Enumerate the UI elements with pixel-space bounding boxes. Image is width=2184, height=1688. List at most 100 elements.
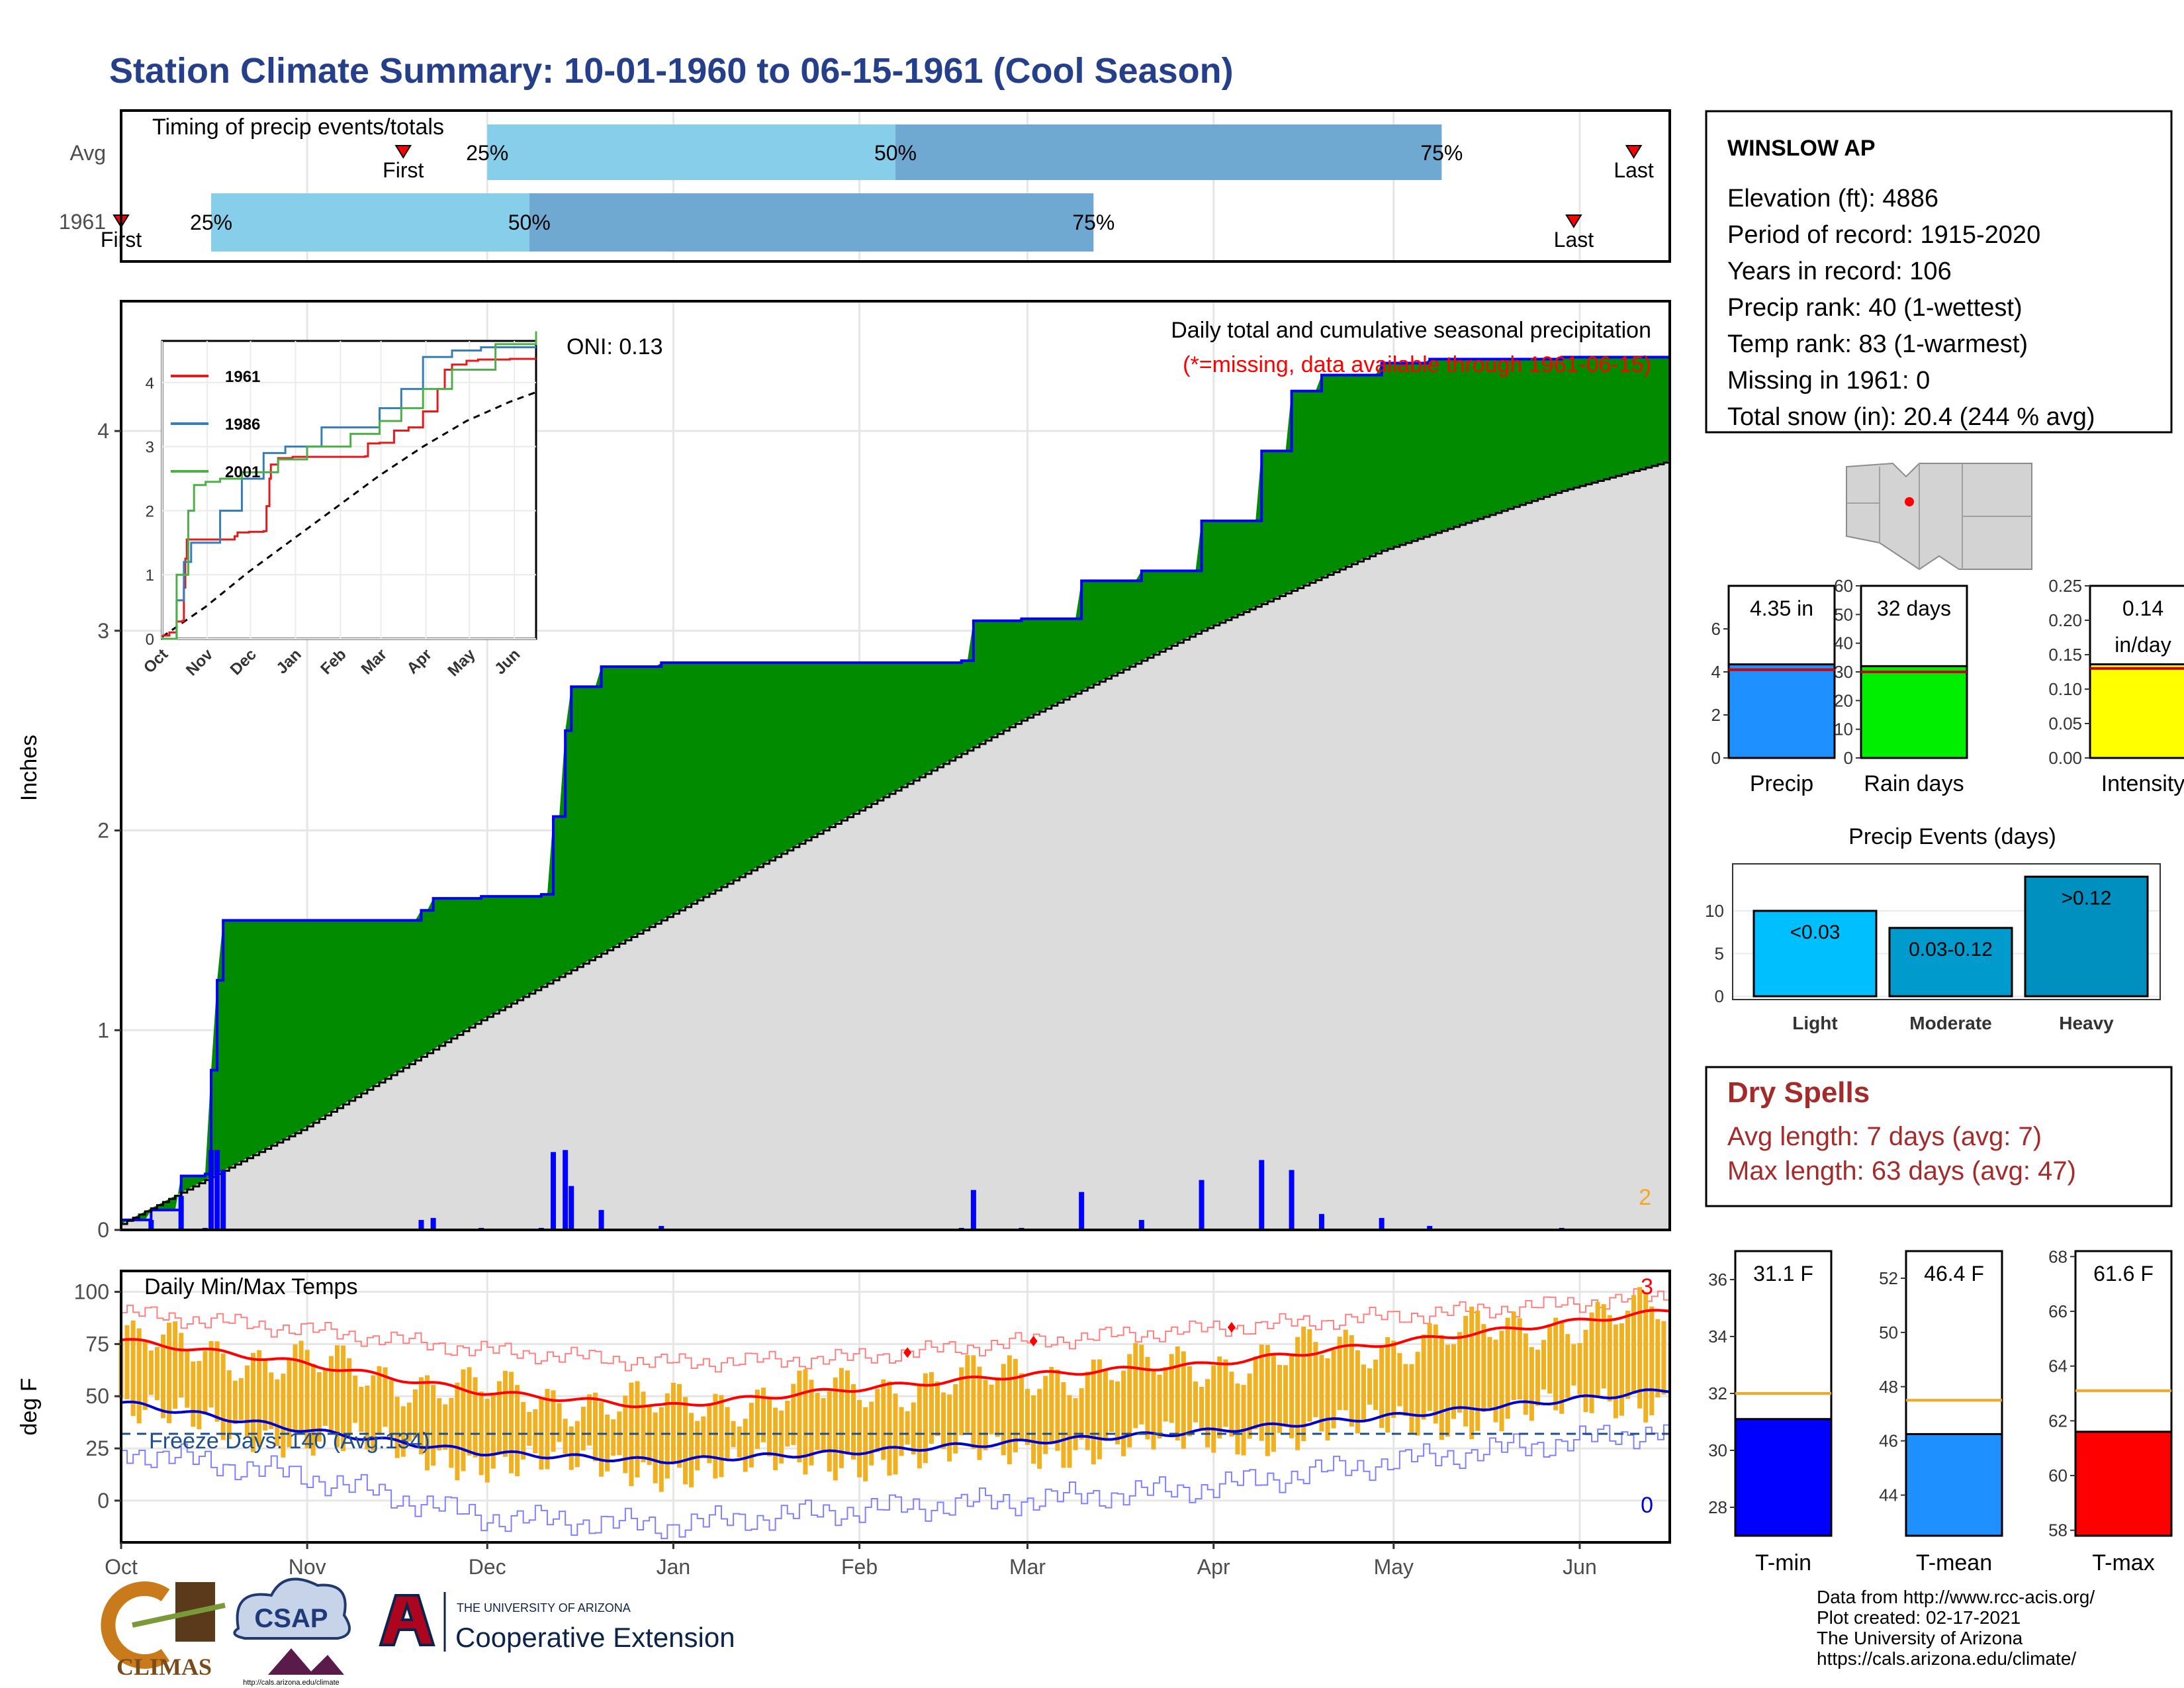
daily-temp-bar-91 xyxy=(664,1393,670,1479)
climas-logo: CLIMAS xyxy=(101,1581,226,1680)
daily-temp-bar-47 xyxy=(400,1406,406,1457)
daily-temp-bar-44 xyxy=(383,1367,388,1427)
daily-temp-bar-226 xyxy=(1475,1310,1480,1431)
csap-url: http://cals.arizona.edu/climate xyxy=(243,1679,340,1687)
daily-temp-bar-211 xyxy=(1385,1337,1390,1433)
daily-temp-bar-117 xyxy=(821,1398,826,1453)
record-high-marker-1 xyxy=(1029,1335,1038,1346)
daily-temp-bar-136 xyxy=(934,1382,940,1436)
temp-bar-value-0: 31.1 F xyxy=(1753,1262,1813,1286)
daily-temp-bar-252 xyxy=(1631,1295,1637,1394)
precip-panel: 0 1 2 3 4 Inches ONI: 0.13 Daily total and c… xyxy=(17,300,1671,1242)
daily-temp-bar-179 xyxy=(1193,1381,1198,1423)
daily-temp-bar-48 xyxy=(406,1402,412,1442)
daily-temp-bar-222 xyxy=(1451,1344,1456,1419)
daily-temp-bar-210 xyxy=(1379,1345,1385,1429)
daily-temp-bar-171 xyxy=(1145,1356,1150,1440)
daily-temp-bar-230 xyxy=(1499,1331,1504,1432)
daily-temp-bar-247 xyxy=(1601,1304,1606,1389)
daily-temp-bar-223 xyxy=(1457,1332,1463,1413)
daily-temp-bar-6 xyxy=(154,1347,159,1401)
event-bar-0 xyxy=(1752,910,1878,998)
precip-events-frame xyxy=(1732,863,2161,1000)
mini-bar-label-2: Intensity xyxy=(2101,771,2184,796)
daily-temp-bar-215 xyxy=(1409,1364,1414,1434)
daily-temp-bar-232 xyxy=(1511,1311,1516,1400)
temp-bar-ticklabel-2-4: 66 xyxy=(2048,1301,2068,1321)
daily-temp-bar-37 xyxy=(341,1345,346,1452)
daily-temp-bar-156 xyxy=(1055,1369,1060,1451)
precip-ytick-label-4: 4 xyxy=(97,419,109,443)
daily-temp-bar-150 xyxy=(1019,1373,1024,1439)
dry-spells-avg: Avg length: 7 days (avg: 7) xyxy=(1727,1122,2042,1151)
timing-avg-q50-q75 xyxy=(895,124,1442,180)
daily-temp-bar-74 xyxy=(563,1419,568,1454)
daily-temp-bar-126 xyxy=(875,1389,880,1452)
daily-temp-bar-189 xyxy=(1253,1356,1258,1430)
daily-temp-bar-191 xyxy=(1265,1344,1270,1456)
daily-temp-bar-38 xyxy=(347,1358,352,1436)
daily-temp-bar-8 xyxy=(167,1323,172,1423)
daily-precip-bar-52 xyxy=(430,1217,436,1230)
csap-logo-text: CSAP xyxy=(254,1604,328,1633)
daily-temp-bar-21 xyxy=(244,1365,250,1437)
logos: CLIMAS CSAP http://cals.arizona.edu/clim… xyxy=(101,1577,735,1687)
daily-temp-bar-140 xyxy=(959,1367,964,1436)
dry-spells-max: Max length: 63 days (avg: 47) xyxy=(1727,1156,2076,1186)
daily-temp-bar-101 xyxy=(725,1407,730,1459)
temp-bar-ticklabel-0-4: 36 xyxy=(1708,1270,1727,1289)
temp-bar-ticklabel-2-2: 62 xyxy=(2048,1411,2068,1430)
inset-average-line xyxy=(161,391,537,638)
station-line-4: Temp rank: 83 (1-warmest) xyxy=(1727,330,2028,358)
mini-bar-0 xyxy=(1727,663,1836,759)
daily-temp-bar-255 xyxy=(1649,1306,1655,1416)
daily-temp-bar-199 xyxy=(1313,1342,1318,1417)
daily-temp-bar-16 xyxy=(214,1341,220,1422)
footer-line-3: The University of Arizona xyxy=(1817,1628,2023,1648)
timing-year-last-label: Last xyxy=(1554,228,1594,252)
temp-count-high: 3 xyxy=(1641,1274,1653,1299)
daily-temp-bar-90 xyxy=(659,1407,664,1492)
daily-temp-bar-201 xyxy=(1325,1358,1330,1441)
daily-temp-bar-106 xyxy=(754,1389,760,1449)
daily-temp-bar-2 xyxy=(130,1320,136,1417)
mini-bar-ticklabel-0-3: 6 xyxy=(1711,619,1721,639)
mini-bar-ticklabel-0-1: 2 xyxy=(1711,705,1721,725)
ua-big-text: Cooperative Extension xyxy=(455,1622,735,1653)
daily-temp-bar-45 xyxy=(388,1380,394,1440)
daily-precip-bar-190 xyxy=(1259,1160,1265,1230)
temp-panel: 0 25 50 75 100 deg F Daily Min/Max Temps Fre… xyxy=(17,1270,1671,1579)
daily-temp-bar-7 xyxy=(160,1334,165,1419)
timing-year-pct-1: 50% xyxy=(508,211,551,234)
event-bar-2 xyxy=(2024,875,2149,998)
daily-temp-bar-34 xyxy=(322,1368,328,1426)
daily-temp-bar-213 xyxy=(1397,1352,1402,1407)
inset-legend-label-1: 1986 xyxy=(225,416,260,434)
daily-temp-bar-227 xyxy=(1481,1324,1486,1412)
inset-legend-label-0: 1961 xyxy=(225,368,260,386)
daily-temp-bar-20 xyxy=(238,1378,244,1421)
daily-temp-bar-154 xyxy=(1043,1376,1048,1454)
mini-bar-ticklabel-1-6: 60 xyxy=(1834,576,1853,596)
daily-temp-bar-116 xyxy=(815,1393,820,1450)
daily-temp-bar-236 xyxy=(1535,1349,1540,1406)
temp-ytick-label-3: 75 xyxy=(85,1332,109,1356)
daily-temp-bar-114 xyxy=(803,1369,808,1475)
month-label-8: Jun xyxy=(1563,1555,1597,1579)
page-title: Station Climate Summary: 10-01-1960 to 0… xyxy=(109,51,1234,91)
station-frame xyxy=(1705,110,2173,434)
daily-temp-bar-46 xyxy=(394,1397,400,1458)
daily-temp-bar-133 xyxy=(917,1385,922,1469)
precip-subtitle: Daily total and cumulative seasonal prec… xyxy=(1171,318,1651,343)
daily-temp-bar-77 xyxy=(580,1407,586,1451)
daily-temp-bar-195 xyxy=(1289,1353,1295,1438)
timing-label: Timing of precip events/totals xyxy=(152,115,444,140)
daily-temp-bar-164 xyxy=(1103,1369,1108,1440)
daily-temp-bar-256 xyxy=(1655,1319,1661,1398)
daily-temp-bar-96 xyxy=(695,1421,700,1471)
ua-a-mark xyxy=(379,1594,435,1646)
daily-temp-bar-31 xyxy=(304,1350,310,1449)
events-ytick-0: 0 xyxy=(1715,986,1724,1006)
daily-temp-bar-93 xyxy=(676,1383,682,1468)
map-states-shape xyxy=(1846,462,2032,571)
